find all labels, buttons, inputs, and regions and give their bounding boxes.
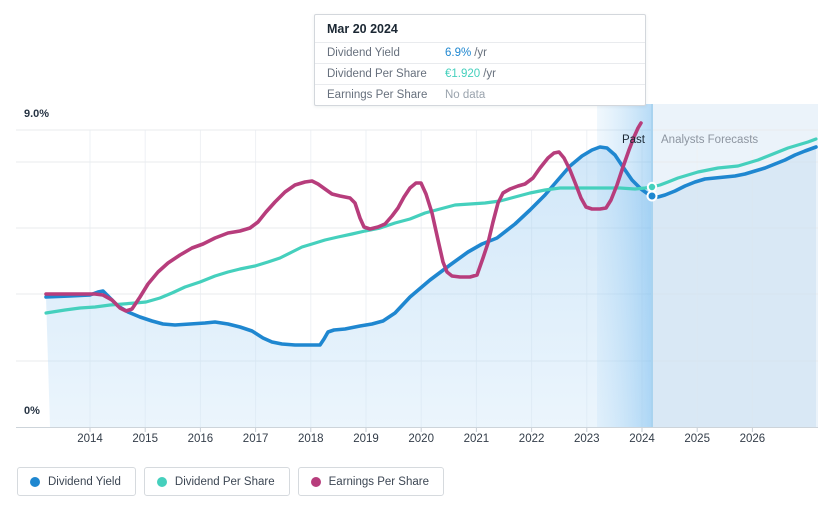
tooltip-row-earnings-per-share: Earnings Per Share No data bbox=[315, 84, 645, 105]
tooltip-row-value: No data bbox=[445, 89, 486, 101]
yield-area-forecast bbox=[652, 147, 816, 427]
tooltip-row-label: Dividend Yield bbox=[327, 47, 400, 59]
past-zone-label: Past bbox=[621, 134, 645, 146]
chart-legend: Dividend Yield Dividend Per Share Earnings… bbox=[17, 467, 444, 496]
tooltip-row-unit: /yr bbox=[483, 68, 496, 80]
dividend-yield-marker-dot[interactable] bbox=[646, 190, 658, 202]
chart-tooltip: Mar 20 2024 Dividend Yield 6.9%/yr Dividen… bbox=[314, 14, 646, 106]
yield-area-past bbox=[46, 147, 652, 427]
legend-dot-icon bbox=[310, 476, 321, 487]
x-axis-label-2025: 2025 bbox=[684, 433, 710, 445]
forecast-zone-label: Analysts Forecasts bbox=[661, 134, 759, 146]
earnings-per-share-line[interactable] bbox=[44, 121, 643, 313]
tooltip-rows: Dividend Yield 6.9%/yr Dividend Per Share €… bbox=[315, 42, 645, 105]
dividend-per-share-marker-dot[interactable] bbox=[646, 181, 658, 193]
tooltip-date: Mar 20 2024 bbox=[327, 22, 398, 36]
legend-label: Dividend Yield bbox=[48, 475, 121, 488]
tooltip-row-label: Dividend Per Share bbox=[327, 68, 427, 80]
x-axis: 2014 2015 2016 2017 2018 2019 2020 2021 2022 2023… bbox=[0, 433, 821, 449]
x-axis-label-2018: 2018 bbox=[298, 433, 324, 445]
dividend-per-share-line-forecast[interactable] bbox=[650, 137, 818, 189]
chart-plot-area[interactable] bbox=[0, 0, 821, 460]
legend-label: Earnings Per Share bbox=[328, 475, 429, 488]
legend-label: Dividend Per Share bbox=[174, 475, 275, 488]
tooltip-row-value: €1.920 bbox=[445, 68, 481, 80]
legend-item-dividend-per-share[interactable]: Dividend Per Share bbox=[143, 467, 290, 496]
legend-dot-icon bbox=[30, 476, 40, 487]
tooltip-row-dividend-per-share: Dividend Per Share €1.920/yr bbox=[315, 63, 645, 84]
legend-item-earnings-per-share[interactable]: Earnings Per Share bbox=[297, 467, 444, 496]
x-axis-label-2020: 2020 bbox=[408, 433, 434, 445]
legend-dot-icon bbox=[156, 476, 167, 487]
y-axis-label-top: 9.0% bbox=[24, 108, 50, 120]
x-axis-label-2024: 2024 bbox=[629, 433, 655, 445]
x-axis-label-2022: 2022 bbox=[518, 433, 545, 445]
x-axis-label-2017: 2017 bbox=[242, 433, 269, 445]
x-axis-label-2023: 2023 bbox=[574, 433, 600, 445]
tooltip-row-dividend-yield: Dividend Yield 6.9%/yr bbox=[315, 42, 645, 63]
x-axis-label-2019: 2019 bbox=[353, 433, 379, 445]
x-axis-label-2015: 2015 bbox=[132, 433, 158, 445]
x-axis-label-2021: 2021 bbox=[463, 433, 490, 445]
dividend-per-share-line-past[interactable] bbox=[44, 185, 654, 315]
x-axis-label-2016: 2016 bbox=[187, 433, 214, 445]
y-axis-label-bottom: 0% bbox=[24, 405, 40, 417]
legend-item-dividend-yield[interactable]: Dividend Yield bbox=[17, 467, 136, 496]
x-axis-label-2026: 2026 bbox=[739, 433, 766, 445]
tooltip-row-value: 6.9% bbox=[445, 47, 472, 59]
past-forecast-divider bbox=[651, 104, 653, 427]
x-axis-label-2014: 2014 bbox=[77, 433, 103, 445]
past-highlight-band bbox=[597, 104, 652, 427]
tooltip-row-label: Earnings Per Share bbox=[327, 89, 428, 101]
dividend-yield-line-forecast[interactable] bbox=[650, 145, 818, 199]
dividend-yield-line-past[interactable] bbox=[44, 145, 654, 347]
tooltip-row-unit: /yr bbox=[474, 47, 487, 59]
